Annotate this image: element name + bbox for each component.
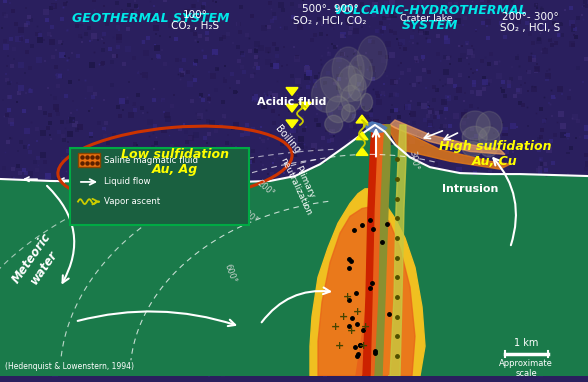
Text: High sulfidation
Au, Cu: High sulfidation Au, Cu	[439, 141, 552, 168]
Text: GEOTHERMAL SYSTEM: GEOTHERMAL SYSTEM	[72, 12, 229, 25]
FancyBboxPatch shape	[78, 154, 100, 167]
Text: Vapor ascent: Vapor ascent	[104, 197, 161, 206]
Ellipse shape	[476, 112, 502, 140]
Polygon shape	[310, 189, 425, 376]
Text: VOLCANIC-HYDROTHERMAL
SYSTEM: VOLCANIC-HYDROTHERMAL SYSTEM	[333, 4, 527, 32]
Ellipse shape	[326, 96, 350, 123]
Ellipse shape	[338, 66, 364, 102]
Ellipse shape	[481, 142, 497, 157]
Text: Meteoric
water: Meteoric water	[10, 231, 66, 295]
Text: Crater lake: Crater lake	[400, 14, 453, 23]
Text: Boiling: Boiling	[273, 124, 302, 155]
Ellipse shape	[349, 55, 372, 91]
Ellipse shape	[462, 126, 487, 148]
Text: 100°
CO₂ , H₂S: 100° CO₂ , H₂S	[171, 10, 219, 31]
Polygon shape	[299, 102, 311, 110]
Polygon shape	[385, 125, 510, 169]
Polygon shape	[0, 125, 588, 376]
Text: Intrusion: Intrusion	[442, 184, 498, 194]
Text: 200°- 300°
SO₂ , HCl, S: 200°- 300° SO₂ , HCl, S	[500, 12, 560, 33]
Text: 300°: 300°	[238, 206, 259, 225]
Polygon shape	[356, 147, 368, 155]
Polygon shape	[374, 125, 390, 376]
Ellipse shape	[462, 142, 482, 156]
Ellipse shape	[479, 127, 500, 149]
Polygon shape	[318, 207, 415, 376]
Text: Liquid flow: Liquid flow	[104, 178, 151, 186]
Ellipse shape	[332, 47, 364, 91]
Polygon shape	[286, 104, 298, 112]
Text: +: +	[353, 307, 363, 317]
Ellipse shape	[312, 77, 342, 112]
Polygon shape	[362, 125, 376, 376]
Text: +: +	[335, 341, 345, 351]
Text: 600°: 600°	[222, 262, 238, 284]
Text: +: +	[362, 322, 370, 332]
Ellipse shape	[460, 111, 490, 140]
Ellipse shape	[325, 115, 343, 133]
Text: 200°: 200°	[255, 179, 276, 199]
Text: (Hedenquist & Lowenstern, 1994): (Hedenquist & Lowenstern, 1994)	[5, 362, 134, 371]
Polygon shape	[365, 122, 387, 133]
Text: +: +	[330, 322, 340, 332]
Text: +: +	[358, 341, 368, 351]
Polygon shape	[286, 87, 298, 96]
Polygon shape	[388, 125, 406, 376]
Ellipse shape	[341, 85, 361, 112]
Ellipse shape	[342, 105, 356, 122]
Text: Low sulfidation: Low sulfidation	[121, 148, 229, 161]
Text: 500°- 900°
SO₂ , HCl, CO₂: 500°- 900° SO₂ , HCl, CO₂	[293, 4, 367, 26]
Polygon shape	[356, 132, 368, 140]
Ellipse shape	[360, 94, 373, 111]
Text: Au, Ag: Au, Ag	[152, 163, 198, 176]
Text: +: +	[348, 327, 357, 337]
Text: Acidic fluid: Acidic fluid	[258, 97, 327, 107]
Ellipse shape	[358, 36, 387, 80]
Text: Approximate
scale: Approximate scale	[499, 359, 553, 378]
Ellipse shape	[320, 58, 356, 102]
Polygon shape	[0, 0, 588, 183]
Text: Saline magmatic fluid: Saline magmatic fluid	[104, 156, 198, 165]
Polygon shape	[356, 115, 368, 123]
Text: +: +	[339, 312, 349, 322]
Polygon shape	[355, 125, 385, 376]
Text: +: +	[343, 292, 353, 302]
Text: 300°: 300°	[407, 150, 419, 171]
FancyBboxPatch shape	[70, 147, 249, 225]
Text: Primary
neutralization: Primary neutralization	[278, 151, 322, 217]
Ellipse shape	[348, 74, 366, 101]
Text: 1 km: 1 km	[514, 338, 538, 348]
Polygon shape	[390, 120, 505, 154]
Polygon shape	[286, 120, 298, 128]
